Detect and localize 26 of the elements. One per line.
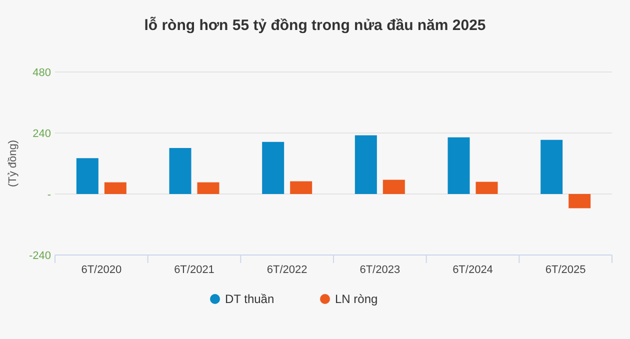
bar — [568, 194, 591, 208]
bar — [540, 140, 563, 194]
bar — [262, 142, 284, 194]
bar — [76, 158, 98, 194]
x-tick-label: 6T/2021 — [174, 264, 214, 276]
legend-label: LN ròng — [335, 292, 378, 306]
x-tick-label: 6T/2025 — [545, 264, 586, 276]
bar — [382, 180, 405, 194]
x-tick-label: 6T/2022 — [266, 264, 308, 276]
bar — [476, 182, 498, 194]
x-tick-label: 6T/2024 — [452, 264, 493, 276]
bar — [169, 148, 192, 194]
y-tick-label: -240 — [28, 250, 51, 262]
bar — [290, 181, 312, 194]
y-tick-label: - — [47, 189, 52, 201]
x-tick-label: 6T/2023 — [360, 264, 400, 276]
legend-label: DT thuần — [225, 292, 274, 306]
chart-title: lỗ ròng hơn 55 tỷ đồng trong nửa đầu năm 2025 — [144, 16, 486, 34]
y-tick-label: 240 — [32, 128, 51, 140]
bar — [104, 182, 126, 194]
bar — [448, 137, 470, 194]
y-axis-title: (Tỷ đồng) — [7, 140, 19, 188]
y-tick-label: 480 — [32, 67, 51, 79]
bar — [197, 182, 220, 194]
x-tick-label: 6T/2020 — [81, 264, 122, 276]
bar — [354, 135, 377, 194]
